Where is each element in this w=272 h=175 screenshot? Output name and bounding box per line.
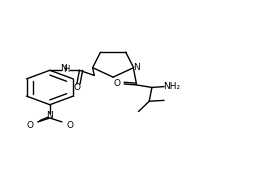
Text: O: O [27, 121, 34, 130]
Text: O: O [114, 79, 121, 88]
Text: N: N [60, 64, 66, 73]
Text: O: O [74, 83, 81, 92]
Text: O: O [66, 121, 73, 130]
Text: N: N [47, 111, 53, 120]
Text: H: H [63, 65, 69, 74]
Text: N: N [134, 63, 140, 72]
Text: NH₂: NH₂ [163, 82, 181, 91]
